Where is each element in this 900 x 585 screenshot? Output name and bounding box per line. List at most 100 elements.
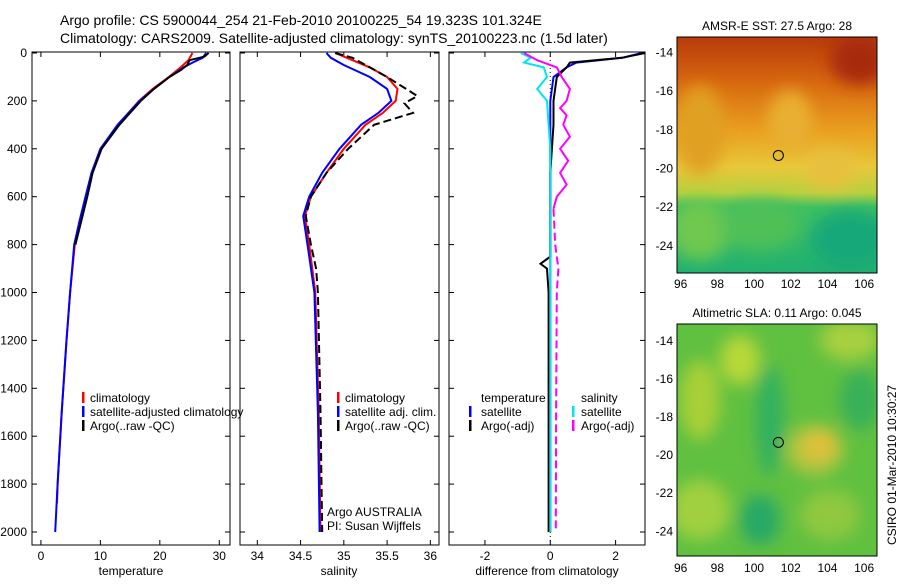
- x-tick-label: 0: [547, 549, 554, 563]
- salinity-xlabel: salinity: [321, 564, 358, 578]
- legend-swatch-black: [337, 420, 340, 431]
- sst-map-frame: [676, 36, 878, 274]
- series-line-salinity-argo-adj-deep: [552, 208, 560, 533]
- sla-map-image: [677, 324, 877, 556]
- legend-label: climatology: [345, 391, 405, 405]
- map-x-tick-label: 104: [817, 561, 837, 575]
- temperature-axes: [31, 51, 231, 546]
- map-x-tick-label: 102: [781, 277, 801, 291]
- map-y-tick-label: -18: [656, 410, 674, 424]
- legend-label: satellite adj. clim.: [345, 405, 436, 419]
- profile-lines: [54, 52, 646, 545]
- legend-label: satellite: [481, 405, 522, 419]
- x-tick-label: -2: [480, 549, 491, 563]
- x-tick-label: 2: [612, 549, 619, 563]
- map-y-tick-label: -14: [656, 334, 674, 348]
- argo-location-marker: [772, 149, 784, 161]
- map-x-tick-label: 106: [854, 561, 874, 575]
- series-line-satellite-adjusted-climatology: [54, 52, 207, 533]
- series-line-climatology: [303, 52, 399, 533]
- map-y-tick-label: -14: [656, 45, 674, 59]
- map-x-tick-label: 102: [781, 561, 801, 575]
- map-x-tick-label: 100: [744, 561, 764, 575]
- map-y-tick-label: -22: [656, 200, 674, 214]
- legend-swatch-black: [82, 420, 85, 431]
- salinity-axes: [239, 51, 440, 546]
- y-tick-label: 400: [7, 142, 27, 156]
- temperature-xlabel: temperature: [99, 564, 164, 578]
- legend-label: satellite-adjusted climatology: [90, 405, 243, 419]
- argo-annotation-line2: PI: Susan Wijffels: [327, 519, 421, 533]
- legend-swatch-red: [82, 392, 85, 403]
- y-tick-label: 1000: [0, 286, 27, 300]
- legend-label: Argo(..raw -QC): [345, 419, 430, 433]
- y-tick-label: 800: [7, 238, 27, 252]
- y-tick-label: 0: [20, 46, 27, 60]
- legend-swatch-magenta: [572, 420, 575, 431]
- x-tick-label: 35.5: [375, 549, 399, 563]
- sla-map-frame: [676, 323, 878, 557]
- y-tick-label: 600: [7, 190, 27, 204]
- legend-label: climatology: [90, 391, 150, 405]
- legend-title-temperature: temperature: [481, 391, 546, 405]
- legend-swatch-blue: [337, 406, 340, 417]
- series-line-temperature-argo-adj-: [538, 52, 646, 532]
- map-y-tick-label: -24: [656, 524, 674, 538]
- series-line-salinity-satellite: [520, 52, 552, 532]
- map-x-tick-label: 96: [674, 561, 688, 575]
- sst-map-image: [677, 37, 877, 273]
- map-y-tick-label: -24: [656, 239, 674, 253]
- map-x-tick-label: 100: [744, 277, 764, 291]
- y-tick-label: 1400: [0, 381, 27, 395]
- sla-map-title: Altimetric SLA: 0.11 Argo: 0.045: [692, 306, 862, 320]
- map-x-tick-label: 106: [854, 277, 874, 291]
- legend-label: satellite: [581, 405, 622, 419]
- legend-swatch-cyan: [572, 406, 575, 417]
- series-line-climatology: [56, 52, 194, 504]
- y-tick-label: 1800: [0, 477, 27, 491]
- difference-legend: temperature satellite Argo(-adj) salinit…: [469, 391, 634, 433]
- sst-map-title: AMSR-E SST: 27.5 Argo: 28: [702, 19, 852, 33]
- x-tick-label: 30: [213, 549, 227, 563]
- map-y-tick-label: -18: [656, 123, 674, 137]
- legend-label: Argo(-adj): [581, 419, 634, 433]
- x-tick-label: 10: [94, 549, 108, 563]
- x-tick-label: 0: [38, 549, 45, 563]
- series-line-argo-raw-qc-: [74, 52, 210, 245]
- salinity-legend: climatology satellite adj. clim. Argo(..…: [327, 391, 436, 533]
- temperature-legend: climatology satellite-adjusted climatolo…: [82, 391, 243, 433]
- legend-swatch-red: [337, 392, 340, 403]
- y-tick-label: 200: [7, 94, 27, 108]
- y-tick-label: 1200: [0, 333, 27, 347]
- map-y-tick-label: -16: [656, 84, 674, 98]
- legend-label: Argo(-adj): [481, 419, 534, 433]
- legend-title-salinity: salinity: [581, 391, 618, 405]
- legend-swatch-blue: [469, 406, 472, 417]
- legend-label: Argo(..raw -QC): [90, 419, 175, 433]
- figure-title-line2: Climatology: CARS2009. Satellite-adjuste…: [60, 30, 608, 46]
- y-tick-label: 1600: [0, 429, 27, 443]
- legend-swatch-blue: [82, 406, 85, 417]
- x-tick-label: 36: [424, 549, 438, 563]
- figure-title-line1: Argo profile: CS 5900044_254 21-Feb-2010…: [60, 12, 542, 28]
- difference-xlabel: difference from climatology: [475, 564, 618, 578]
- map-x-tick-label: 96: [674, 277, 688, 291]
- x-tick-label: 20: [153, 549, 167, 563]
- legend-swatch-black: [469, 420, 472, 431]
- map-y-tick-label: -16: [656, 372, 674, 386]
- map-y-tick-label: -22: [656, 486, 674, 500]
- map-x-tick-label: 98: [711, 277, 725, 291]
- argo-location-marker: [772, 436, 784, 448]
- x-tick-label: 34: [251, 549, 265, 563]
- map-y-tick-label: -20: [656, 448, 674, 462]
- csiro-timestamp: CSIRO 01-Mar-2010 10:30:27: [885, 385, 899, 545]
- series-line-satellite-adj-clim-: [302, 52, 393, 533]
- x-tick-label: 35: [337, 549, 351, 563]
- map-y-tick-label: -20: [656, 162, 674, 176]
- argo-annotation-line1: Argo AUSTRALIA: [327, 505, 422, 519]
- map-x-tick-label: 98: [711, 561, 725, 575]
- series-line-salinity-argo-adj-: [523, 52, 572, 209]
- series-line-argo-raw-qc-: [304, 52, 420, 533]
- difference-axes: [448, 51, 646, 546]
- y-tick-label: 2000: [0, 525, 27, 539]
